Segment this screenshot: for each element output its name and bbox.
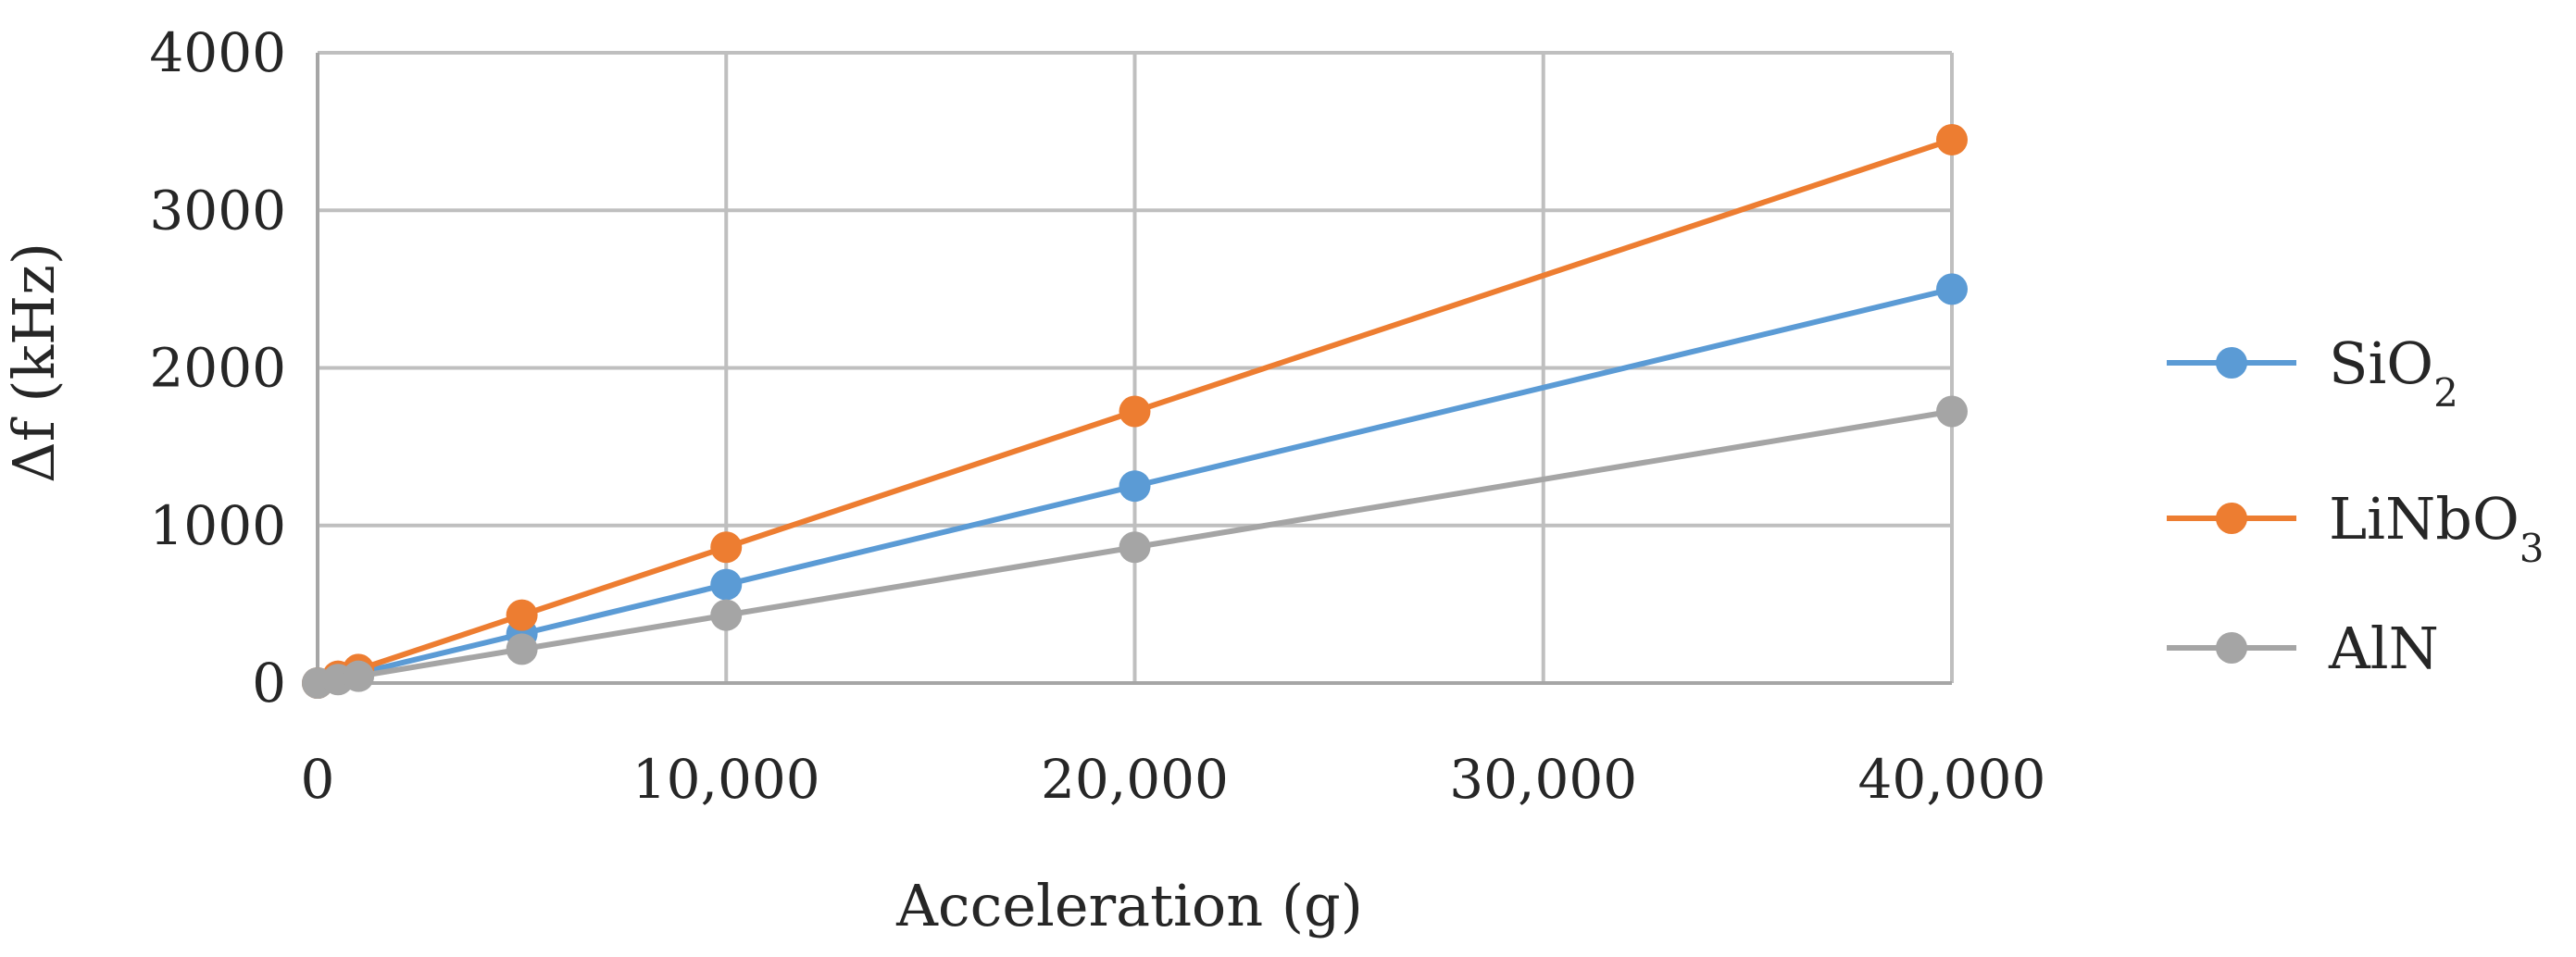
legend-subscript: 3 bbox=[2520, 526, 2545, 571]
x-tick-label: 40,000 bbox=[1858, 748, 2046, 811]
legend-subscript: 2 bbox=[2433, 370, 2458, 416]
x-tick-label: 10,000 bbox=[632, 748, 820, 811]
y-tick-label: 0 bbox=[252, 652, 286, 715]
grid bbox=[316, 51, 1954, 685]
legend: SiO2 LiNbO3 AlN bbox=[2167, 329, 2545, 682]
data-point bbox=[1936, 123, 1968, 155]
x-axis-label: Acceleration (g) bbox=[895, 872, 1363, 939]
legend-label: SiO2 bbox=[2329, 329, 2458, 416]
x-tick-label: 30,000 bbox=[1449, 748, 1637, 811]
data-point bbox=[1936, 395, 1968, 428]
data-point bbox=[710, 599, 743, 631]
legend-marker bbox=[2216, 503, 2247, 534]
legend-label: LiNbO3 bbox=[2329, 485, 2545, 571]
x-tick-label: 0 bbox=[301, 748, 335, 811]
y-tick-label: 2000 bbox=[149, 337, 286, 400]
data-point bbox=[1119, 531, 1151, 564]
legend-label: AlN bbox=[2328, 615, 2439, 682]
data-point bbox=[710, 531, 743, 564]
legend-marker bbox=[2216, 632, 2247, 664]
tick-labels: 0 1000 2000 3000 4000 0 10,000 20,000 30,000 40,0… bbox=[149, 21, 2045, 811]
y-tick-label: 4000 bbox=[149, 21, 286, 84]
axes bbox=[316, 53, 1952, 685]
data-point bbox=[506, 633, 538, 665]
legend-marker bbox=[2216, 347, 2247, 379]
data-point bbox=[1119, 395, 1151, 428]
data-point bbox=[710, 568, 743, 601]
data-point bbox=[506, 599, 538, 631]
y-axis-label: Δf (kHz) bbox=[0, 242, 68, 483]
y-tick-label: 3000 bbox=[149, 179, 286, 242]
series-layer bbox=[302, 123, 1968, 699]
y-tick-label: 1000 bbox=[149, 494, 286, 557]
data-point bbox=[1936, 273, 1968, 305]
data-point bbox=[343, 660, 375, 692]
data-point bbox=[1119, 470, 1151, 503]
x-tick-label: 20,000 bbox=[1041, 748, 1229, 811]
